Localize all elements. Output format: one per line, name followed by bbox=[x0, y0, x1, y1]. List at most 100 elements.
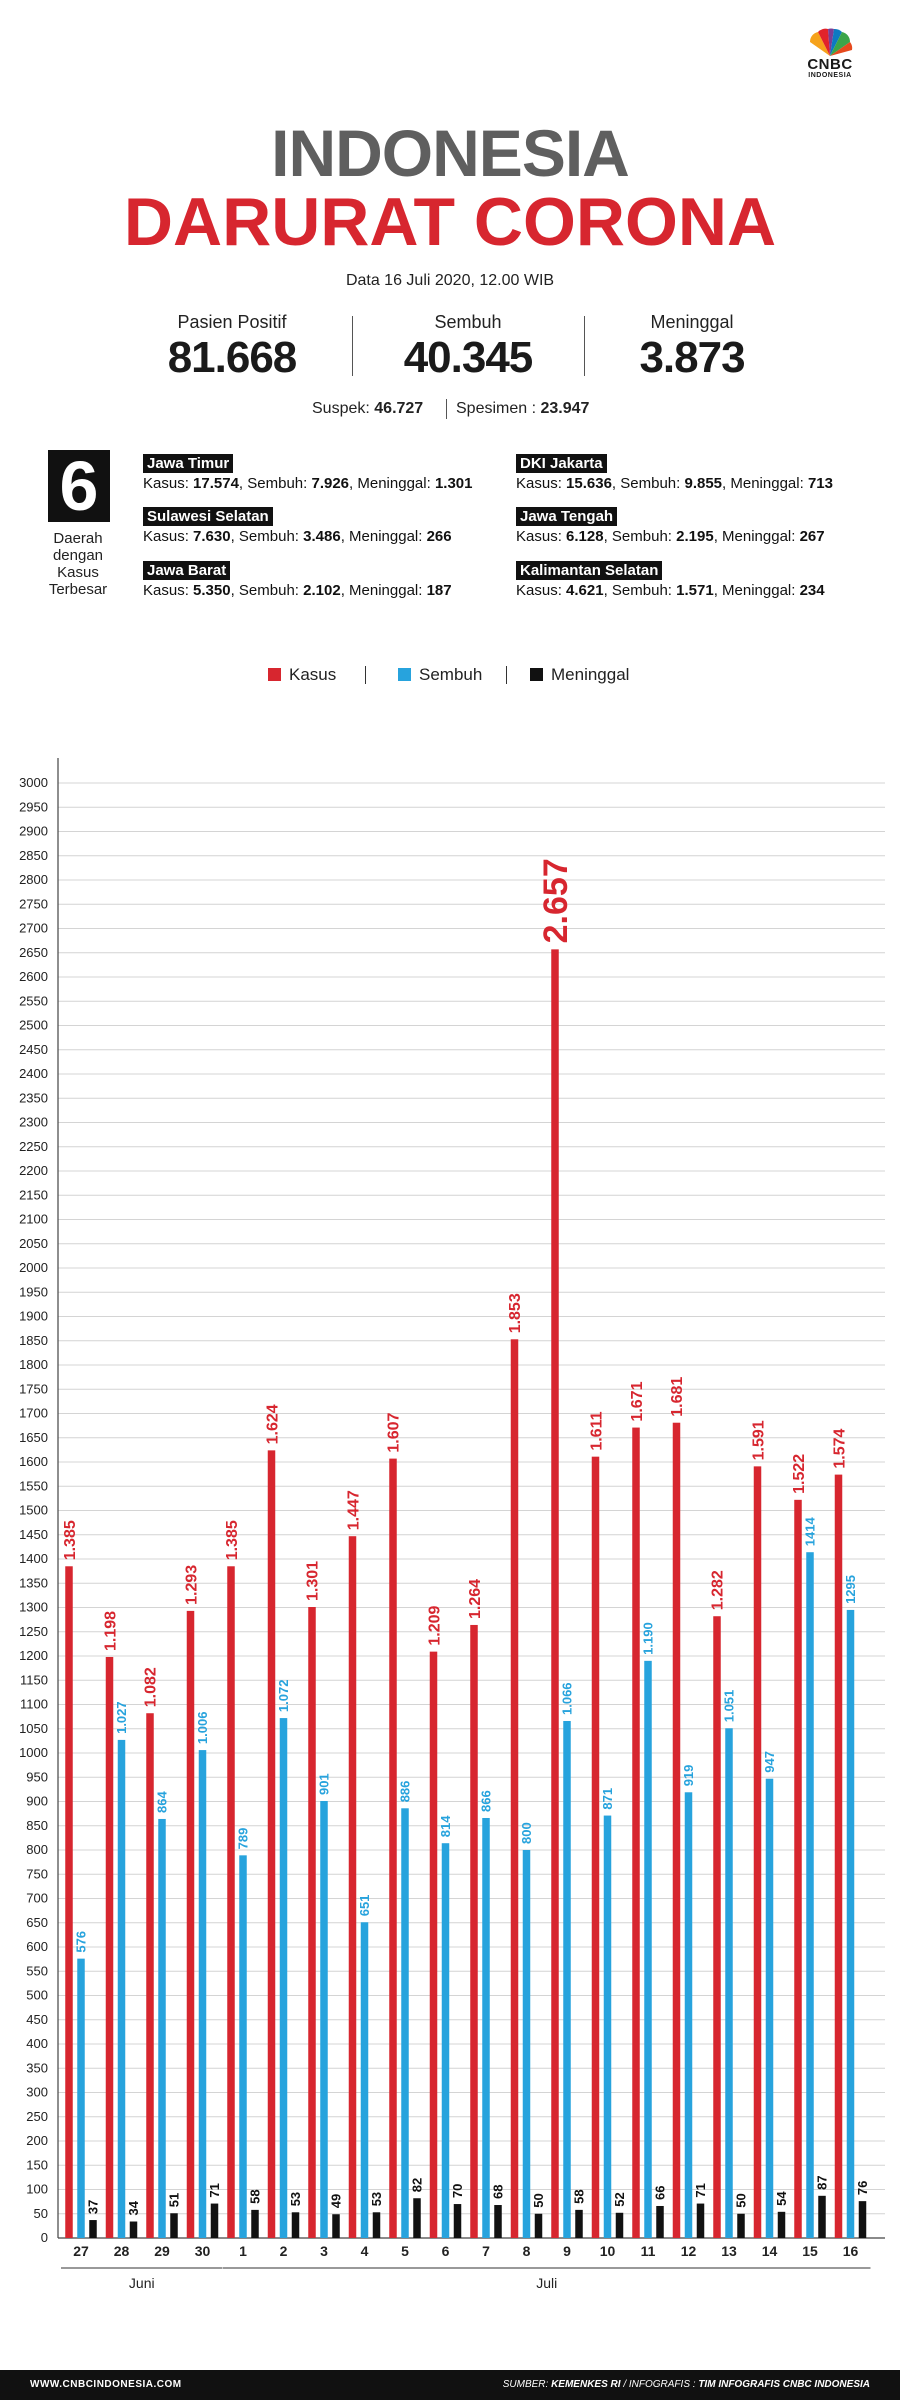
y-tick-label: 1500 bbox=[19, 1503, 48, 1518]
sembuh-label: Sembuh: bbox=[611, 528, 672, 545]
y-tick-label: 2850 bbox=[19, 848, 48, 863]
y-tick-label: 1400 bbox=[19, 1551, 48, 1566]
region-stats: Kasus: 7.630, Sembuh: 3.486, Meninggal: … bbox=[143, 528, 452, 545]
bar-kasus bbox=[186, 1610, 195, 2238]
footer-bar: WWW.CNBCINDONESIA.COM SUMBER: KEMENKES R… bbox=[0, 2370, 900, 2400]
y-tick-label: 500 bbox=[26, 1988, 48, 2003]
bar-chart: 0501001502002503003504004505005506006507… bbox=[19, 758, 885, 2291]
footer-website: WWW.CNBCINDONESIA.COM bbox=[30, 2379, 182, 2390]
data-label-kasus: 1.574 bbox=[831, 1428, 848, 1468]
bar-meninggal bbox=[534, 2213, 543, 2238]
data-label-sembuh: 864 bbox=[155, 1791, 170, 1813]
y-tick-label: 1800 bbox=[19, 1357, 48, 1372]
y-tick-label: 2950 bbox=[19, 799, 48, 814]
bar-sembuh bbox=[360, 1922, 369, 2238]
legend-swatch bbox=[398, 668, 411, 681]
suspect-value: 46.727 bbox=[374, 400, 424, 417]
peacock-icon bbox=[809, 28, 853, 56]
bar-kasus bbox=[389, 1458, 397, 2238]
meninggal-label: Meninggal: bbox=[722, 582, 796, 599]
data-label-kasus: 1.591 bbox=[750, 1420, 767, 1460]
bar-kasus bbox=[672, 1422, 681, 2238]
y-tick-label: 1200 bbox=[19, 1648, 48, 1663]
data-label-kasus: 1.385 bbox=[224, 1520, 241, 1560]
x-tick-label: 10 bbox=[600, 2243, 616, 2259]
data-label-meninggal: 70 bbox=[450, 2184, 465, 2198]
data-label-meninggal: 50 bbox=[531, 2193, 546, 2207]
y-tick-label: 1150 bbox=[20, 1672, 48, 1687]
data-label-kasus: 1.385 bbox=[62, 1520, 79, 1560]
kasus-label: Kasus: bbox=[516, 528, 562, 545]
bar-kasus bbox=[591, 1456, 600, 2238]
meninggal-value: 267 bbox=[799, 528, 825, 545]
legend-item-meninggal: Meninggal bbox=[530, 664, 629, 686]
sub-divider bbox=[446, 399, 447, 419]
sembuh-label: Sembuh: bbox=[247, 475, 308, 492]
sembuh-value: 2.102 bbox=[303, 582, 341, 599]
y-tick-label: 250 bbox=[26, 2109, 48, 2124]
x-tick-label: 29 bbox=[154, 2243, 170, 2259]
y-tick-label: 1100 bbox=[20, 1697, 48, 1712]
data-label-kasus: 1.198 bbox=[102, 1611, 119, 1651]
x-tick-label: 28 bbox=[114, 2243, 130, 2259]
bar-meninggal bbox=[291, 2212, 300, 2238]
data-label-meninggal: 76 bbox=[855, 2181, 870, 2195]
y-tick-label: 1650 bbox=[19, 1430, 48, 1445]
stat-positive-label: Pasien Positif bbox=[177, 312, 287, 332]
kasus-label: Kasus: bbox=[143, 475, 189, 492]
infografis-value: TIM INFOGRAFIS CNBC INDONESIA bbox=[698, 2379, 870, 2390]
bar-meninggal bbox=[372, 2212, 381, 2238]
region-name: Jawa Barat bbox=[143, 561, 231, 580]
data-label-sembuh: 1414 bbox=[803, 1517, 818, 1547]
bar-kasus bbox=[551, 949, 559, 2238]
cnbc-logo: CNBC INDONESIA bbox=[790, 28, 870, 79]
data-label-sembuh: 651 bbox=[357, 1895, 372, 1917]
x-tick-label: 1 bbox=[239, 2243, 247, 2259]
y-tick-label: 550 bbox=[26, 1963, 48, 1978]
bar-sembuh bbox=[198, 1750, 207, 2238]
y-tick-label: 1450 bbox=[19, 1527, 48, 1542]
data-label-sembuh: 789 bbox=[236, 1828, 251, 1850]
bar-meninggal bbox=[413, 2198, 421, 2238]
bar-meninggal bbox=[777, 2211, 786, 2238]
stat-divider bbox=[584, 316, 585, 376]
region-name: Sulawesi Selatan bbox=[143, 507, 273, 526]
data-label-meninggal: 82 bbox=[410, 2178, 425, 2192]
bar-meninggal bbox=[575, 2209, 583, 2238]
bar-kasus bbox=[834, 1474, 843, 2238]
y-tick-label: 2400 bbox=[19, 1066, 48, 1081]
y-tick-label: 200 bbox=[26, 2133, 48, 2148]
bar-sembuh bbox=[603, 1815, 612, 2238]
y-tick-label: 2000 bbox=[19, 1260, 48, 1275]
data-label-sembuh: 576 bbox=[74, 1931, 89, 1953]
y-tick-label: 3000 bbox=[19, 775, 48, 790]
y-tick-label: 2600 bbox=[19, 969, 48, 984]
y-tick-label: 1700 bbox=[19, 1406, 48, 1421]
y-tick-label: 850 bbox=[26, 1818, 48, 1833]
data-label-meninggal: 71 bbox=[693, 2183, 708, 2197]
y-tick-label: 2150 bbox=[19, 1187, 48, 1202]
bar-sembuh bbox=[765, 1778, 774, 2238]
stat-deaths-value: 3.873 bbox=[639, 333, 745, 382]
y-tick-label: 900 bbox=[26, 1794, 48, 1809]
sembuh-value: 1.571 bbox=[676, 582, 714, 599]
source-value: KEMENKES RI bbox=[551, 2379, 621, 2390]
meninggal-label: Meninggal: bbox=[349, 528, 423, 545]
region-stats: Kasus: 6.128, Sembuh: 2.195, Meninggal: … bbox=[516, 528, 825, 545]
y-tick-label: 400 bbox=[26, 2036, 48, 2051]
sembuh-label: Sembuh: bbox=[620, 475, 681, 492]
bar-meninggal bbox=[696, 2203, 705, 2238]
y-tick-label: 1050 bbox=[19, 1721, 48, 1736]
data-label-meninggal: 51 bbox=[167, 2193, 182, 2207]
data-label-sembuh: 1.027 bbox=[114, 1701, 129, 1734]
y-tick-label: 2200 bbox=[19, 1163, 48, 1178]
data-label-meninggal: 71 bbox=[207, 2183, 222, 2197]
kasus-value: 15.636 bbox=[566, 475, 612, 492]
bar-meninggal bbox=[494, 2205, 502, 2238]
region-name: Jawa Timur bbox=[143, 454, 234, 473]
data-label-kasus: 1.293 bbox=[183, 1565, 200, 1605]
data-label-kasus: 2.657 bbox=[537, 858, 575, 943]
stat-recovered-value: 40.345 bbox=[403, 333, 534, 382]
y-tick-label: 1000 bbox=[19, 1745, 48, 1760]
region-item: Jawa Timur Kasus: 17.574, Sembuh: 7.926, … bbox=[143, 454, 472, 494]
